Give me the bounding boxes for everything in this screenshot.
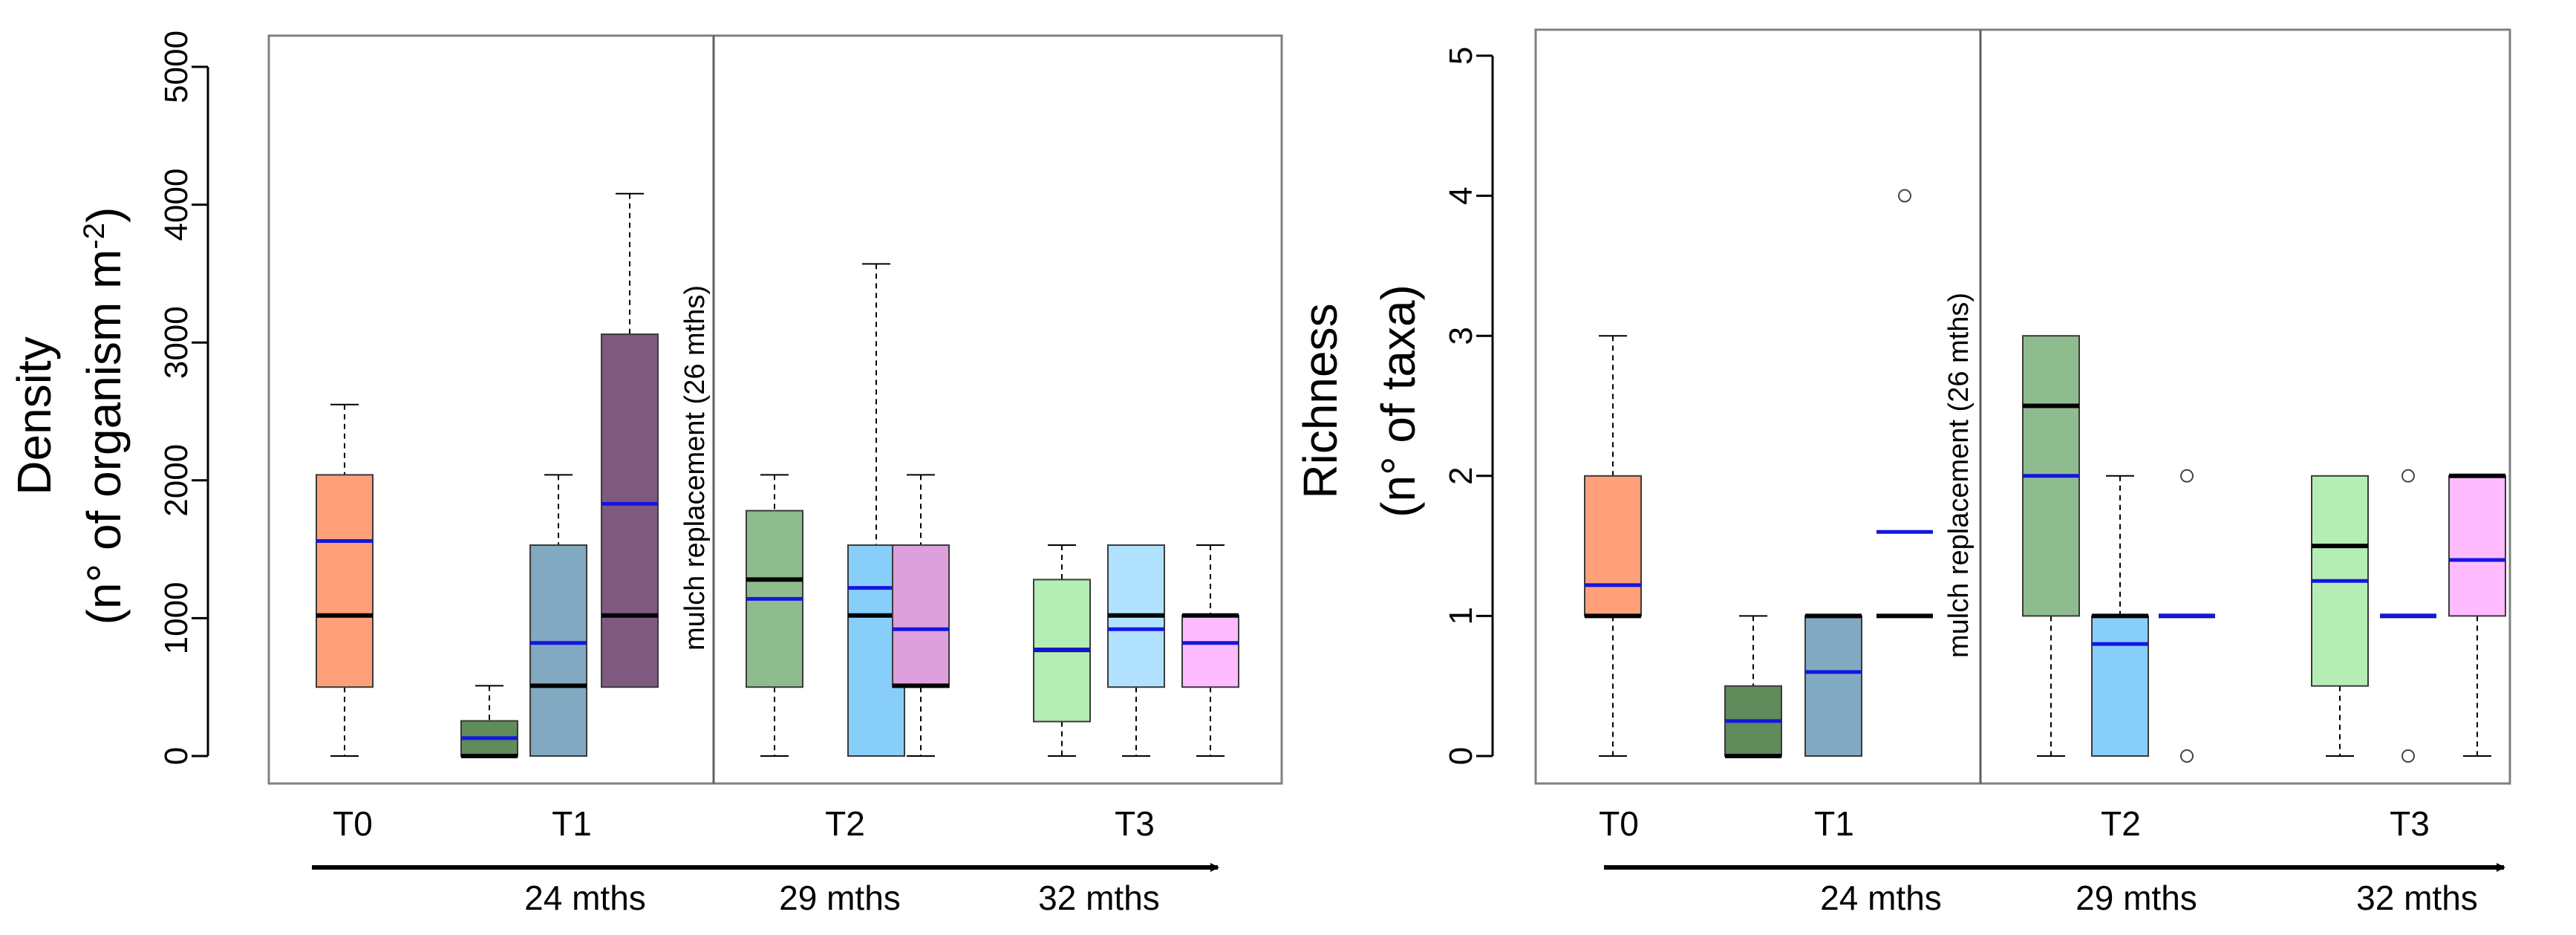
box-t1-3 [1876,189,1933,619]
y-tick-label: 1 [1443,607,1479,625]
box-t2-5 [2091,475,2149,758]
box-t2-4 [2022,335,2080,757]
box-body [2091,615,2149,758]
y-axis-superscript: -2 [78,223,111,250]
box-t3-7 [2311,475,2369,757]
y-axis-subtitle: (n° of organism m-2) [77,207,131,625]
box-t3-9 [1181,544,1239,757]
timeline-label: 29 mths [2076,879,2197,917]
box-t0-0 [1584,335,1642,757]
box-t2-6 [2159,469,2215,763]
box-t0-0 [316,403,374,757]
mulch-replacement-label: mulch replacement (26 mths) [1943,293,1975,658]
group-label-t3: T3 [2390,804,2430,843]
box-t3-9 [2448,473,2506,757]
timeline-label: 32 mths [2356,879,2478,917]
timeline-label: 32 mths [1038,879,1160,917]
box-t3-8 [1107,544,1165,757]
y-tick-label: 4000 [158,169,195,241]
outlier-point [2401,469,2415,483]
y-tick-label: 2000 [158,444,195,517]
y-tick-label: 2 [1443,467,1479,485]
box-body [1181,614,1239,688]
box-body [601,333,659,688]
group-label-t2: T2 [2101,804,2141,843]
y-axis-subtitle: (n° of taxa) [1372,284,1425,518]
plot-frame [267,34,1283,785]
box-t3-7 [1033,544,1091,757]
group-label-t1: T1 [1814,804,1854,843]
y-tick-label: 4 [1443,186,1479,204]
density-boxplot-panel: mulch replacement (26 mths) 0 1000 2000 3000… [7,30,1283,917]
richness-boxplot-panel: mulch replacement (26 mths) 0 1 2 3 4 5 Richnes… [1294,28,2511,917]
y-tick-label: 0 [1443,747,1479,765]
box-t1-1 [1724,615,1782,758]
y-tick-label: 5000 [158,30,195,103]
box-body [892,544,950,688]
box-body [1584,475,1642,617]
box-t1-2 [529,474,587,757]
group-label-t3: T3 [1115,804,1155,843]
y-tick-label: 3000 [158,306,195,379]
box-t3-8 [2380,469,2436,763]
box-body [1804,615,1862,758]
y-tick-label: 5 [1443,47,1479,65]
mulch-replacement-label: mulch replacement (26 mths) [679,285,711,651]
y-axis-title: Richness [1294,303,1347,498]
group-label-t0: T0 [333,804,373,843]
outlier-point [2180,469,2194,483]
box-t2-6 [892,474,950,757]
outlier-point [1898,189,1911,203]
timeline-label: 29 mths [779,879,901,917]
outlier-point [2180,749,2194,763]
plot-frame [1534,28,2511,785]
y-tick-label: 1000 [158,581,195,654]
group-label-t2: T2 [825,804,865,843]
box-t1-1 [460,685,518,758]
box-body [529,544,587,757]
box-body [316,474,374,688]
group-label-t1: T1 [552,804,592,843]
box-t1-2 [1804,613,1862,758]
timeline-label: 24 mths [1820,879,1942,917]
outlier-point [2401,749,2415,763]
y-tick-label: 3 [1443,327,1479,345]
y-tick-label: 0 [158,747,195,765]
y-axis-title: Density [7,336,61,495]
timeline-label: 24 mths [524,879,646,917]
box-t1-3 [601,192,659,688]
box-t2-4 [746,474,803,757]
box-body [2448,475,2506,617]
group-label-t0: T0 [1599,804,1639,843]
